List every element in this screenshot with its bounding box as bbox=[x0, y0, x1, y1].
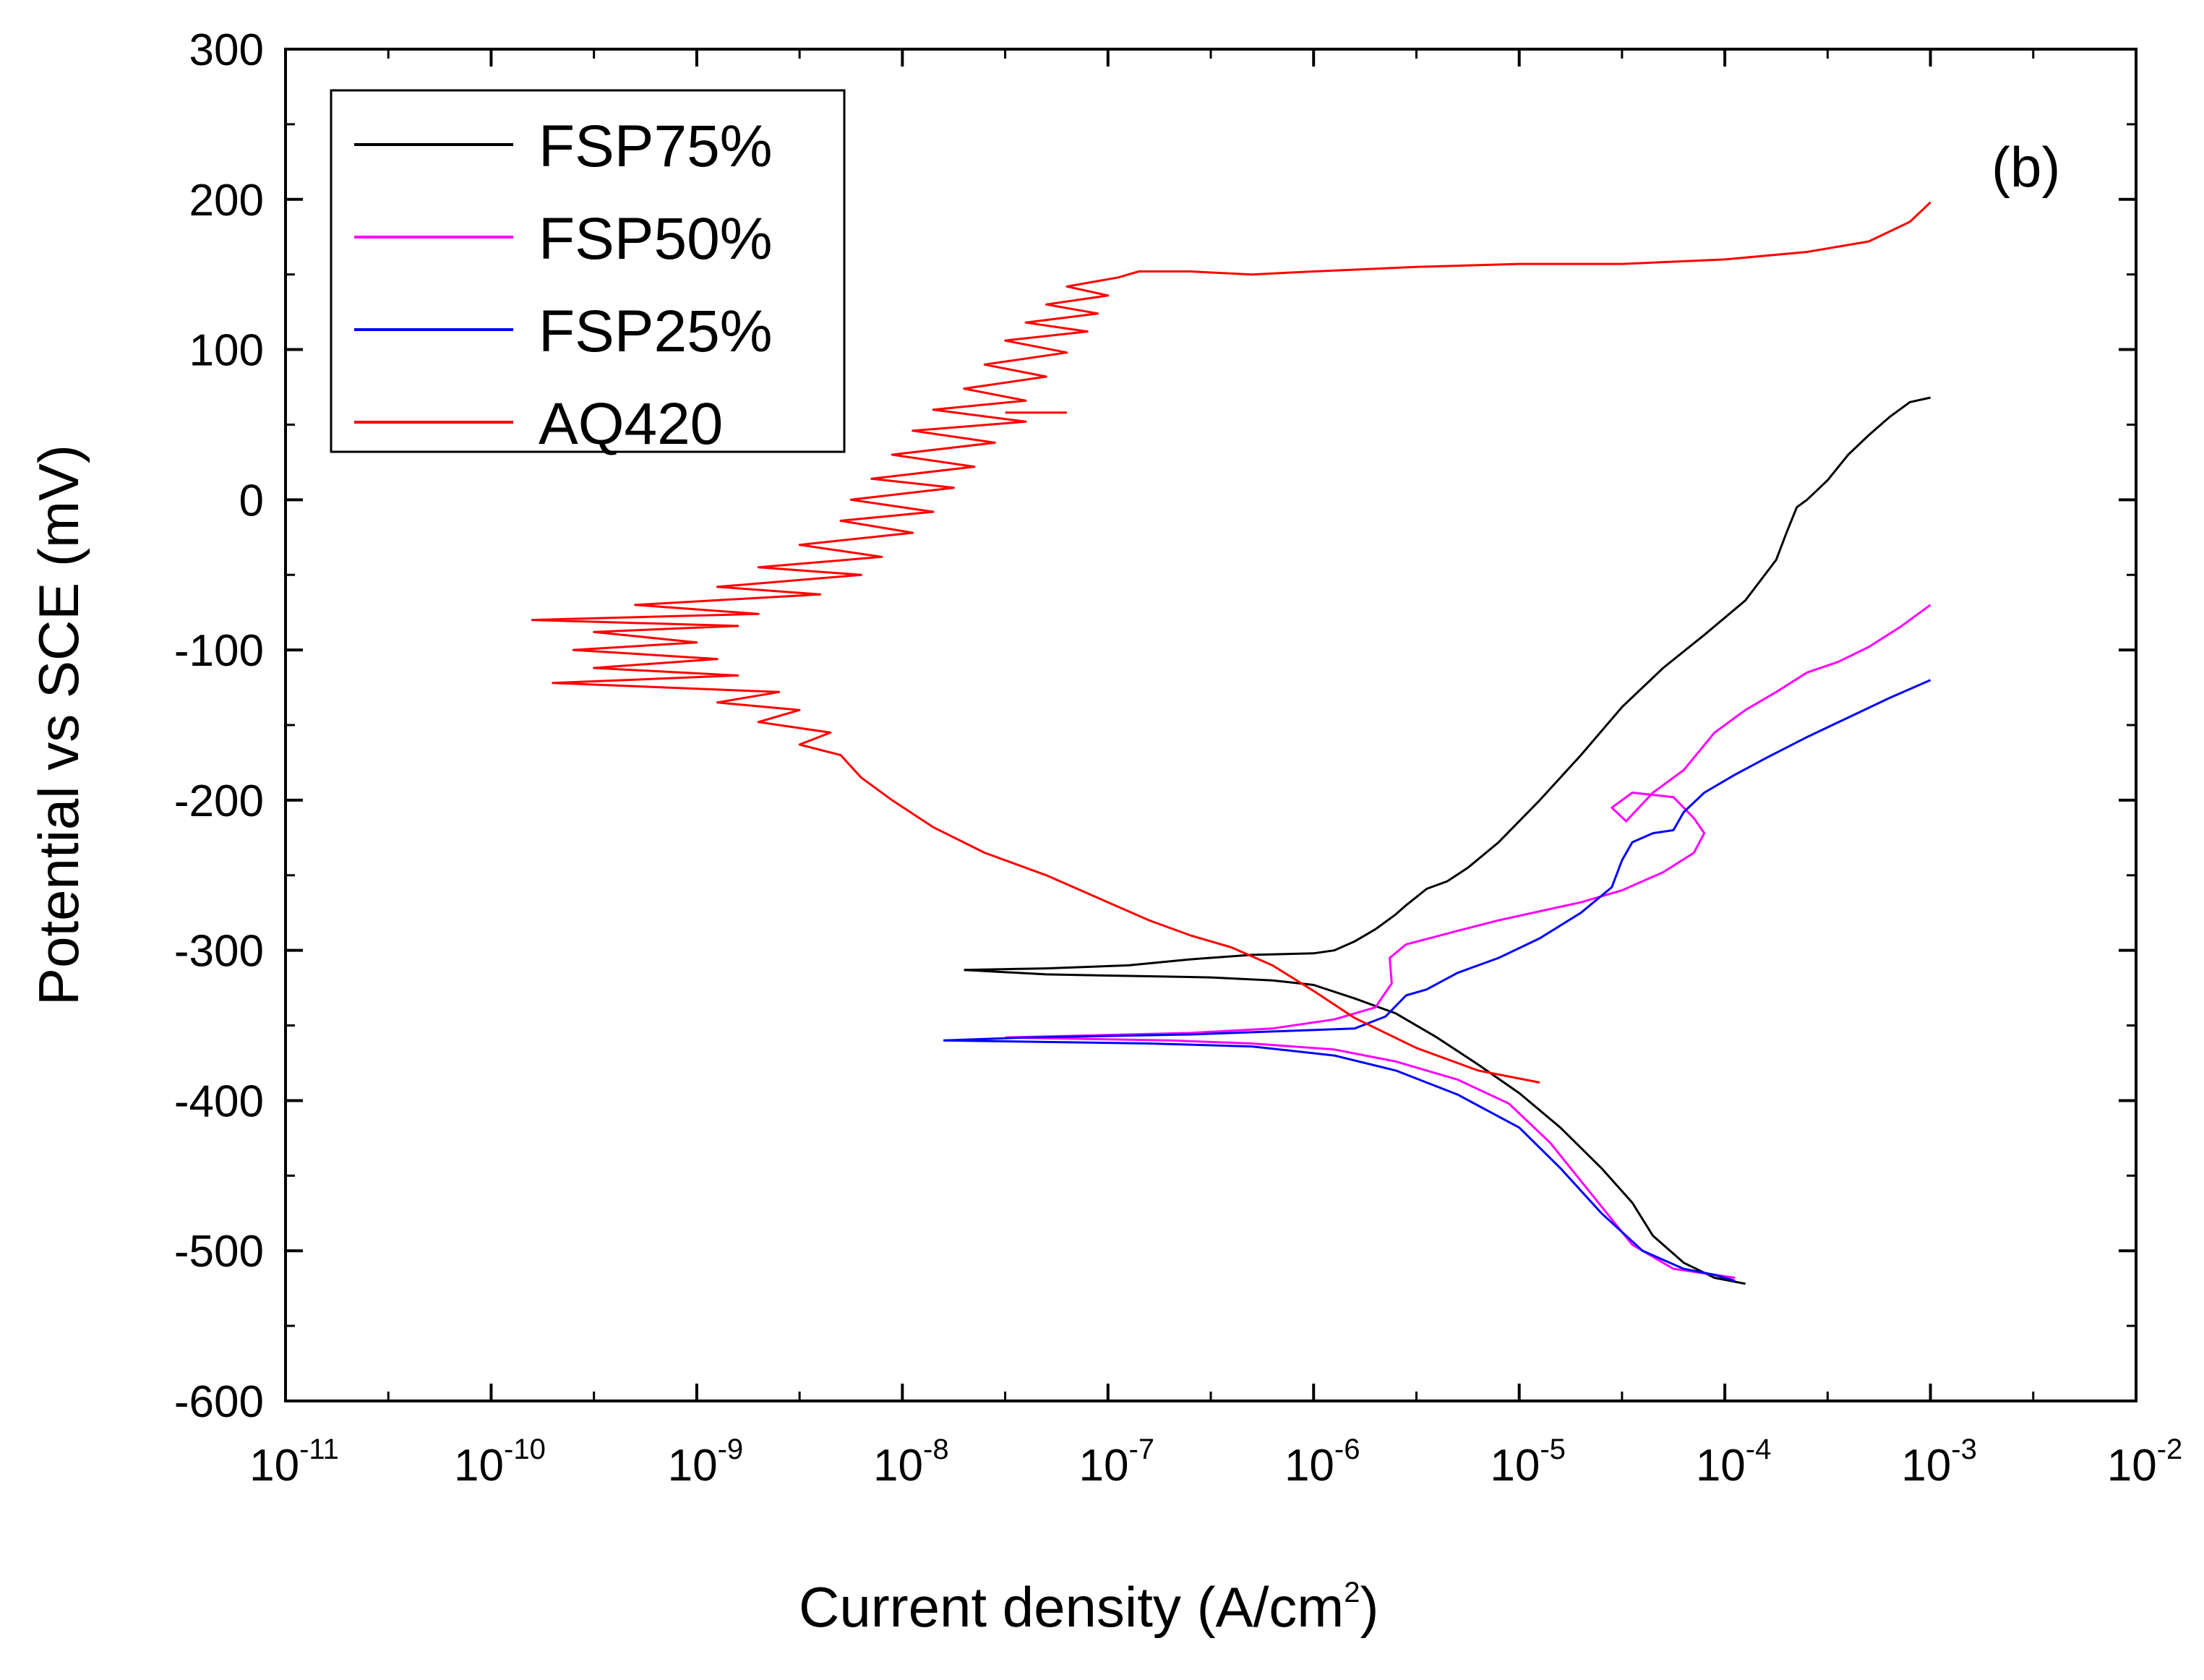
y-tick-label: 0 bbox=[239, 476, 264, 526]
x-tick-base: 10 bbox=[249, 1441, 299, 1491]
x-axis-title-suffix: ) bbox=[1360, 1575, 1378, 1639]
legend: FSP75% FSP50% FSP25% AQ420 bbox=[330, 89, 846, 457]
x-tick-base: 10 bbox=[1901, 1441, 1951, 1491]
x-axis-title: Current density (A/cm2) bbox=[799, 1575, 1378, 1639]
series-line-fsp50-cathodic bbox=[1005, 1036, 1736, 1280]
x-tick-base: 10 bbox=[454, 1441, 504, 1491]
y-tick-label: -300 bbox=[174, 927, 264, 977]
x-tick-exponent: -3 bbox=[1951, 1433, 1977, 1465]
legend-label: AQ420 bbox=[539, 391, 723, 457]
legend-label: FSP50% bbox=[539, 206, 773, 272]
x-tick-label: 10-4 bbox=[1696, 1433, 1772, 1491]
series-line-fsp25 bbox=[943, 679, 1931, 1042]
y-tick-label: -500 bbox=[174, 1227, 264, 1277]
x-tick-exponent: -5 bbox=[1540, 1433, 1566, 1465]
x-tick-label: 10-9 bbox=[668, 1433, 744, 1491]
x-tick-label: 10-6 bbox=[1285, 1433, 1360, 1491]
series-line-fsp25-cathodic bbox=[943, 1039, 1736, 1282]
y-tick-label: -400 bbox=[174, 1076, 264, 1126]
legend-box bbox=[330, 89, 846, 453]
x-tick-base: 10 bbox=[668, 1441, 718, 1491]
x-tick-exponent: -9 bbox=[718, 1433, 744, 1465]
x-tick-exponent: -4 bbox=[1746, 1433, 1772, 1465]
x-tick-label: 10-5 bbox=[1490, 1433, 1566, 1491]
x-tick-label: 10-2 bbox=[2107, 1433, 2183, 1491]
y-axis-tick-labels: 300 200 100 0 -100 -200 -300 -400 -500 -600 bbox=[174, 25, 264, 1427]
legend-label: FSP25% bbox=[539, 299, 773, 364]
x-axis-title-sup: 2 bbox=[1344, 1577, 1360, 1608]
x-tick-base: 10 bbox=[1696, 1441, 1746, 1491]
x-tick-label: 10-3 bbox=[1901, 1433, 1977, 1491]
y-tick-label: -200 bbox=[174, 776, 264, 826]
x-tick-exponent: -11 bbox=[299, 1433, 339, 1465]
x-tick-base: 10 bbox=[873, 1441, 923, 1491]
x-tick-exponent: -10 bbox=[504, 1433, 546, 1465]
series-line-fsp75-cathodic bbox=[964, 969, 1746, 1285]
y-tick-label: -600 bbox=[174, 1377, 264, 1427]
x-tick-exponent: -6 bbox=[1334, 1433, 1360, 1465]
x-tick-base: 10 bbox=[1490, 1441, 1540, 1491]
x-axis-ticks bbox=[284, 49, 2137, 1401]
x-tick-label: 10-7 bbox=[1079, 1433, 1155, 1491]
x-tick-base: 10 bbox=[1079, 1441, 1129, 1491]
x-tick-exponent: -8 bbox=[923, 1433, 949, 1465]
y-tick-label: -100 bbox=[174, 626, 264, 676]
y-tick-label: 100 bbox=[189, 326, 264, 376]
y-tick-label: 300 bbox=[189, 25, 264, 75]
series-line-fsp50 bbox=[1005, 604, 1931, 1039]
x-tick-label: 10-11 bbox=[249, 1433, 339, 1491]
x-tick-label: 10-8 bbox=[873, 1433, 949, 1491]
y-tick-label: 200 bbox=[189, 176, 264, 226]
x-axis-tick-labels: 10-11 10-10 10-9 10-8 10-7 10-6 10-5 10-4 10-3 10… bbox=[249, 1433, 2182, 1491]
x-tick-base: 10 bbox=[2107, 1441, 2157, 1491]
legend-label: FSP75% bbox=[539, 113, 773, 179]
x-tick-exponent: -7 bbox=[1128, 1433, 1154, 1465]
series-line-fsp75 bbox=[964, 396, 1931, 972]
series-line-aq420 bbox=[531, 201, 1931, 1084]
series-layer bbox=[531, 201, 1931, 1285]
x-tick-exponent: -2 bbox=[2157, 1433, 2183, 1465]
x-axis-title-main: Current density (A/cm bbox=[799, 1575, 1344, 1639]
y-axis-title: Potential vs SCE (mV) bbox=[27, 445, 90, 1006]
x-tick-label: 10-10 bbox=[454, 1433, 546, 1491]
y-axis-ticks bbox=[286, 48, 2136, 1402]
plot-area bbox=[284, 48, 2137, 1402]
x-tick-base: 10 bbox=[1285, 1441, 1334, 1491]
panel-label: (b) bbox=[1991, 135, 2060, 199]
